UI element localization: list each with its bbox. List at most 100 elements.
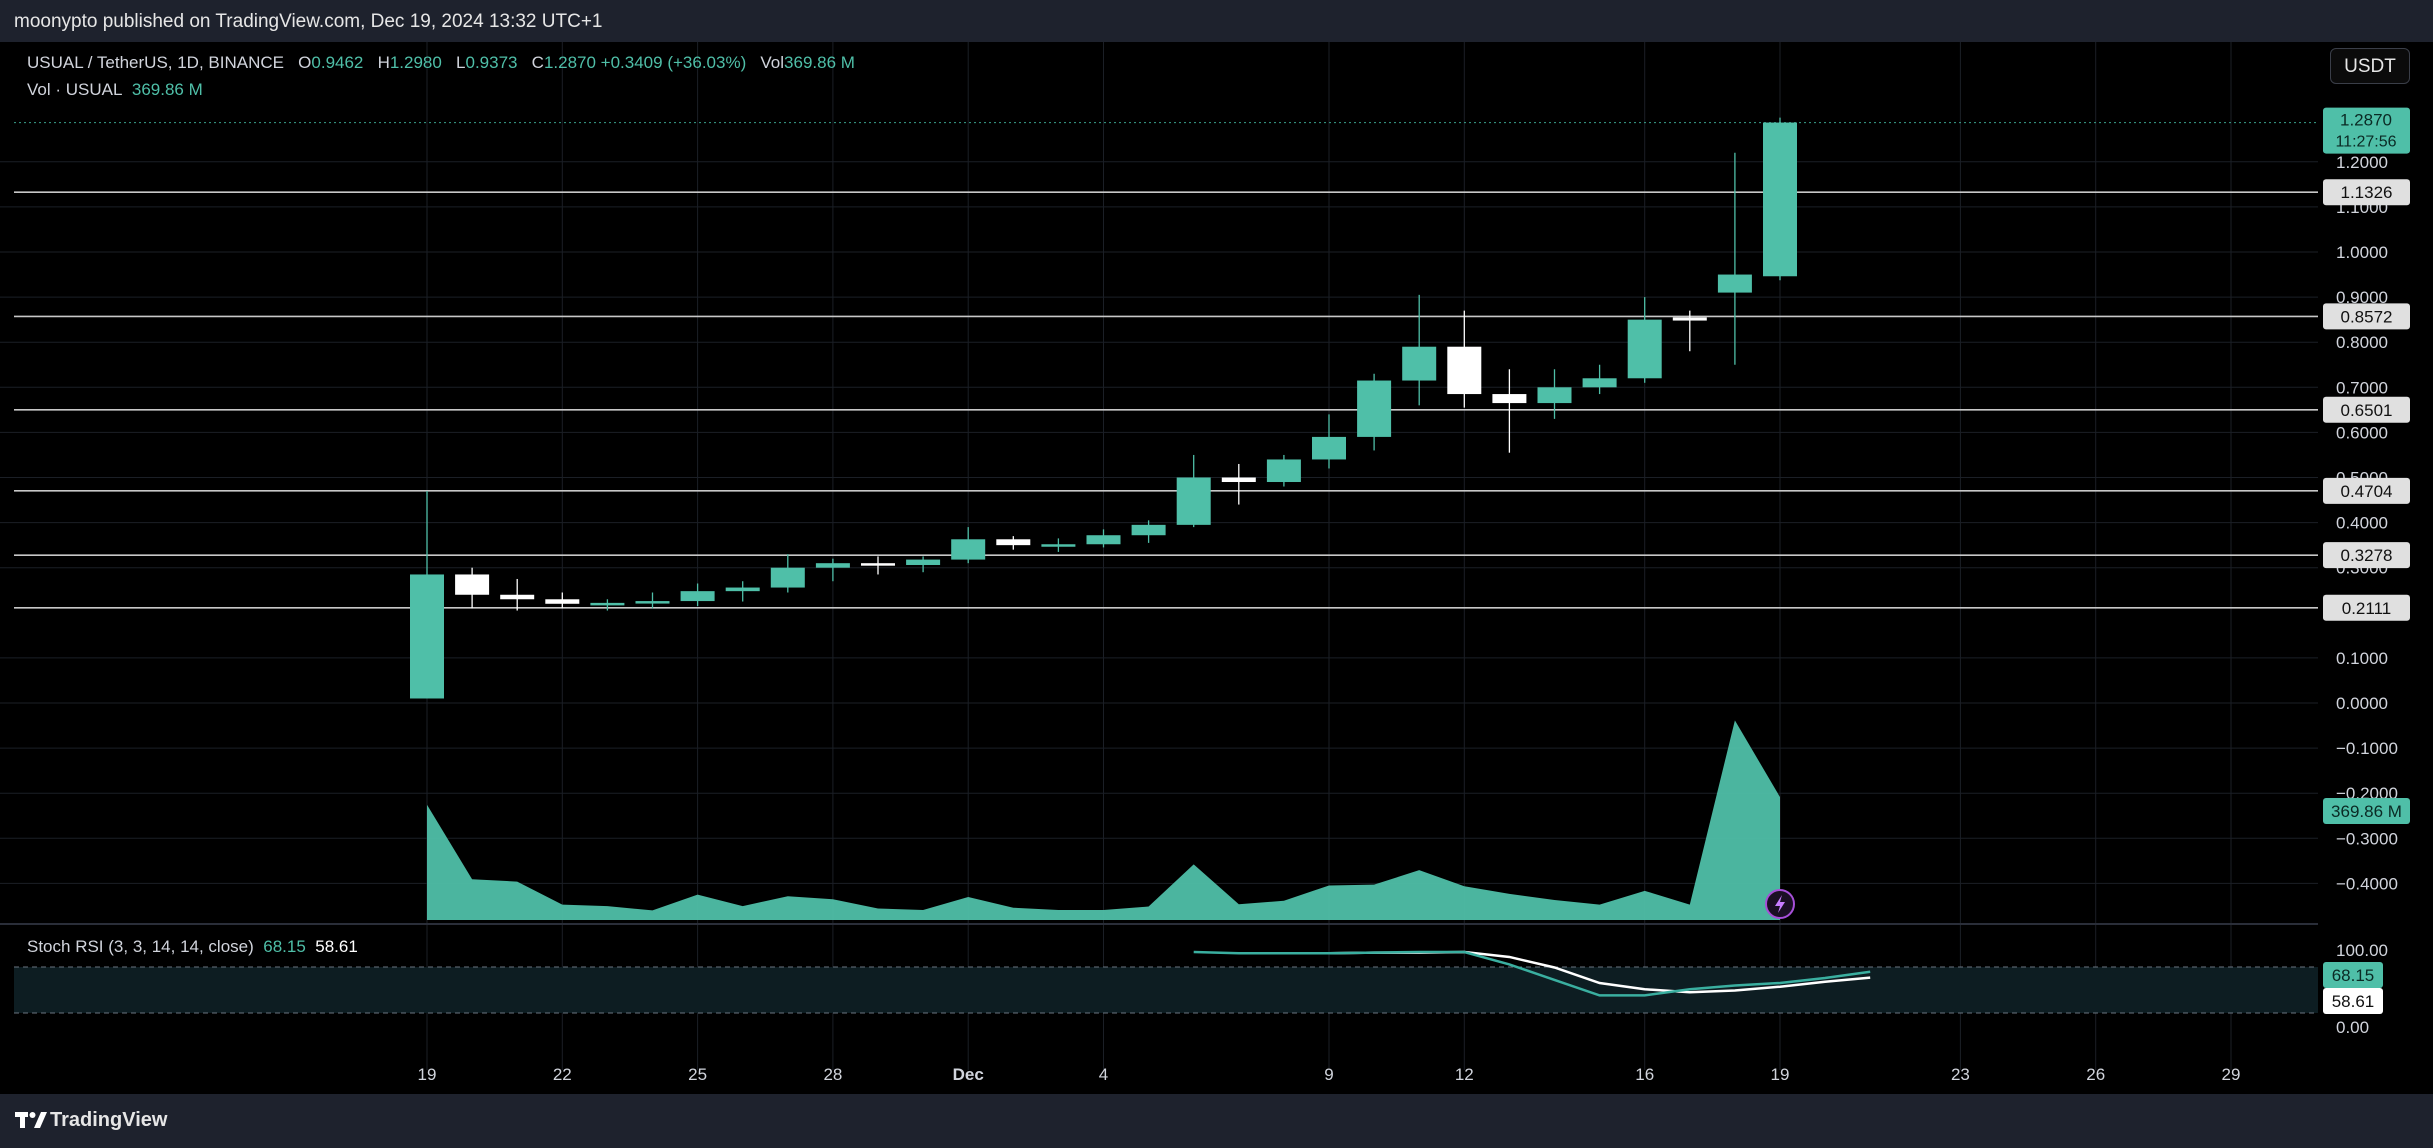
time-tick-label: 28 [823,1065,842,1084]
time-tick-label: 12 [1455,1065,1474,1084]
candle-body [1086,535,1121,545]
price-axis: 1.20001.10001.00000.90000.80000.70000.60… [2336,153,2398,1037]
time-tick-label: 16 [1635,1065,1654,1084]
time-tick-label: 4 [1099,1065,1108,1084]
open-label: O [298,53,312,72]
price-tick-label: −0.1000 [2336,739,2398,758]
volume-series [427,720,1780,920]
price-tick-label: 0.4000 [2336,514,2388,533]
vol-value: 369.86 M [784,53,855,72]
candles[interactable] [410,117,1797,699]
time-tick-label: 19 [418,1065,437,1084]
level-price-label: 0.4704 [2341,482,2393,501]
price-tick-label: 0.1000 [2336,649,2388,668]
price-tick-label: 0.7000 [2336,378,2388,397]
stoch-d-value: 58.61 [315,937,358,956]
time-tick-label: 19 [1771,1065,1790,1084]
candle-body [951,539,986,560]
price-tick-label: 1.0000 [2336,243,2388,262]
candle-body [1357,380,1392,437]
candle-body [635,601,670,604]
candle-body [861,563,895,566]
candle-body [1492,394,1527,404]
volume-legend: Vol · USUAL 369.86 M [27,80,203,100]
level-price-label-bg [2323,396,2410,423]
price-tick-label: 1.2000 [2336,153,2388,172]
symbol-name[interactable]: USUAL / TetherUS, 1D, BINANCE [27,53,284,72]
candle-body [500,594,535,600]
stoch-k-label-bg [2323,962,2383,988]
open-value: 0.9462 [311,53,364,72]
time-tick-label: 25 [688,1065,707,1084]
stoch-k-value: 68.15 [263,937,306,956]
level-price-label-bg [2323,179,2410,206]
volume-series-value: 369.86 M [131,80,203,99]
price-tick-label: −0.4000 [2336,874,2398,893]
stoch-rsi-label[interactable]: Stoch RSI (3, 3, 14, 14, close) [27,937,254,956]
horizontal-levels[interactable] [14,122,2318,609]
candle-body [680,591,715,602]
candle-body [1717,274,1752,293]
grid [0,42,2318,1070]
tradingview-logo-icon[interactable] [14,1107,48,1133]
lightning-bolt [1775,895,1785,913]
candle-body [1041,544,1076,547]
axis-labels: 1.1326 0.8572 0.6501 0.4704 0.3278 0.2111 1.28… [2323,107,2410,1014]
close-value: 1.2870 [543,53,596,72]
time-tick-label: 22 [553,1065,572,1084]
time-tick-label: 29 [2222,1065,2241,1084]
high-value: 1.2980 [389,53,442,72]
symbol-legend: USUAL / TetherUS, 1D, BINANCE O0.9462 H1… [27,53,855,73]
candle-body [725,587,760,592]
footer-brand[interactable]: TradingView [50,1109,168,1131]
vol-label: Vol [760,53,785,72]
close-label: C [531,53,544,72]
candle-body [1582,378,1617,388]
candle-body [455,574,490,595]
time-tick-label: Dec [953,1065,984,1084]
event-marker[interactable] [1765,889,1795,919]
time-tick-label: 26 [2086,1065,2105,1084]
stoch-rsi-pane [14,950,2318,1014]
candle-body [1266,459,1301,483]
price-tick-label: 0.0000 [2336,694,2388,713]
candle-body [1402,346,1437,381]
candle-body [545,599,580,604]
stoch-rsi-legend: Stoch RSI (3, 3, 14, 14, close) 68.15 58… [27,937,358,957]
stoch-band [14,967,2318,1013]
candle-body [1176,477,1211,525]
stoch-k-line [1193,950,1871,997]
price-tick-label: −0.3000 [2336,829,2398,848]
level-price-label: 0.3278 [2341,546,2393,565]
level-price-label-bg [2323,594,2410,621]
candle-body [1131,524,1166,536]
time-axis: 19 22 25 28 Dec 4 9 12 16 19 23 26 29 [418,1065,2241,1084]
candle-body [815,563,850,568]
candle-body [996,539,1031,546]
candle-body [1672,317,1707,321]
publisher-bar: moonypto published on TradingView.com, D… [0,0,2433,42]
rsi-tick-label: 100.00 [2336,941,2388,960]
price-chart[interactable]: 1.20001.10001.00000.90000.80000.70000.60… [0,42,2433,1094]
stoch-k-label: 68.15 [2332,966,2375,985]
volume-last-label: 369.86 M [2331,802,2402,821]
level-price-label: 0.2111 [2342,599,2391,618]
candle-body [1221,477,1256,483]
price-tick-label: 0.8000 [2336,333,2388,352]
currency-button[interactable]: USDT [2330,48,2410,84]
publisher-text: moonypto published on TradingView.com, D… [14,11,603,32]
candle-body [1447,346,1482,395]
level-price-label: 0.8572 [2341,307,2393,326]
rsi-tick-label: 0.00 [2336,1018,2369,1037]
candle-body [770,567,805,588]
level-price-label-bg [2323,542,2410,569]
low-label: L [456,53,466,72]
volume-series-label[interactable]: Vol · USUAL [27,80,123,99]
candle-body [1763,122,1797,277]
level-price-label-bg [2323,303,2410,330]
candle-body [906,559,941,565]
volume-area [427,720,1780,920]
time-tick-label: 23 [1951,1065,1970,1084]
candle-body [590,602,625,606]
candle-body [1627,319,1662,379]
